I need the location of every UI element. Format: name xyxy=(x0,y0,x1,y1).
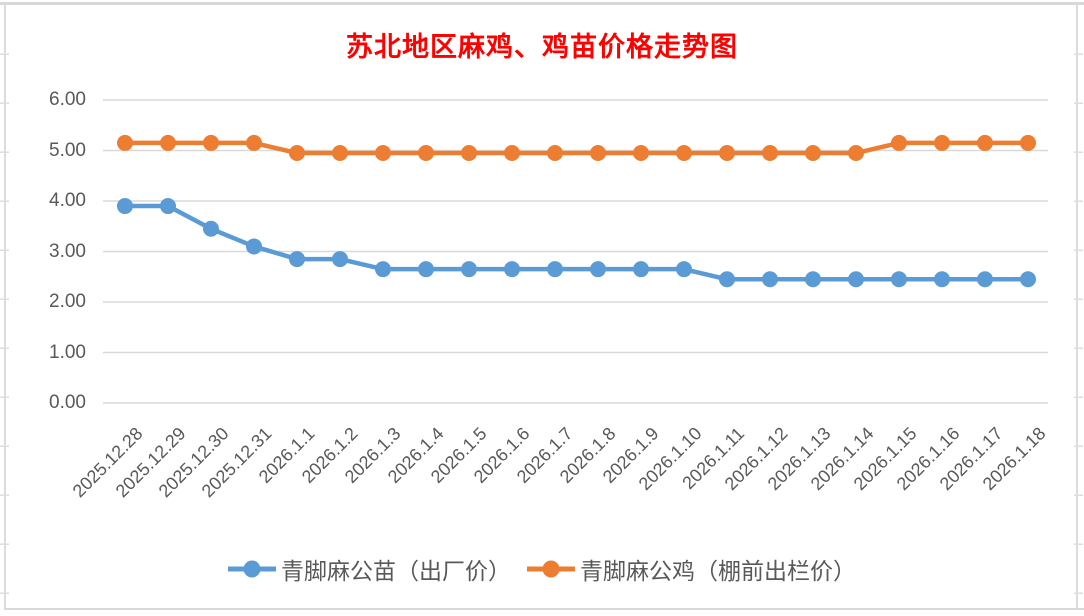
data-point xyxy=(418,145,434,162)
data-point xyxy=(504,261,520,278)
y-axis-label: 1.00 xyxy=(49,341,86,363)
data-point xyxy=(1020,271,1036,288)
data-point xyxy=(805,271,821,288)
data-point xyxy=(977,134,993,151)
y-axis-label: 5.00 xyxy=(49,139,86,161)
data-point xyxy=(289,251,305,268)
data-point xyxy=(934,134,950,151)
data-point xyxy=(117,134,133,151)
chart-title: 苏北地区麻鸡、鸡苗价格走势图 xyxy=(346,32,738,62)
data-point xyxy=(1020,134,1036,151)
legend-item-chick-price: 青脚麻公苗（出厂价） xyxy=(228,552,511,586)
data-point xyxy=(977,271,993,288)
data-point xyxy=(676,145,692,162)
data-point xyxy=(805,145,821,162)
data-point xyxy=(246,238,262,255)
legend-line-marker-icon xyxy=(527,560,575,578)
data-point xyxy=(203,134,219,151)
data-point xyxy=(590,145,606,162)
data-point xyxy=(590,261,606,278)
data-point xyxy=(160,198,176,215)
spreadsheet-row-ticks-right xyxy=(1074,6,1083,603)
y-axis-label: 2.00 xyxy=(49,291,86,312)
y-axis-label: 4.00 xyxy=(49,190,86,211)
data-point xyxy=(891,271,907,288)
data-point xyxy=(461,261,477,278)
data-point xyxy=(289,145,305,162)
chart-border-top xyxy=(0,2,1084,5)
legend-item-chicken-price: 青脚麻公鸡（棚前出栏价） xyxy=(527,552,856,586)
y-axis-label: 6.00 xyxy=(49,89,86,110)
data-point xyxy=(203,220,219,237)
data-point xyxy=(719,271,735,288)
legend-label: 青脚麻公苗（出厂价） xyxy=(281,558,511,584)
data-point xyxy=(117,198,133,215)
data-point xyxy=(719,145,735,162)
data-point xyxy=(375,145,391,162)
legend: 青脚麻公苗（出厂价） 青脚麻公鸡（棚前出栏价） xyxy=(0,552,1084,586)
spreadsheet-row-ticks-left xyxy=(0,6,9,603)
data-point xyxy=(332,145,348,162)
data-point xyxy=(547,145,563,162)
data-point xyxy=(504,145,520,162)
data-point xyxy=(633,145,649,162)
series-line-0 xyxy=(125,203,1028,282)
legend-label: 青脚麻公鸡（棚前出栏价） xyxy=(580,558,856,584)
data-point xyxy=(891,134,907,151)
data-point xyxy=(246,134,262,151)
data-point xyxy=(461,145,477,162)
y-axis-label: 0.00 xyxy=(49,392,86,413)
data-point xyxy=(160,134,176,151)
series-line-1 xyxy=(125,140,1028,156)
y-axis-label: 3.00 xyxy=(49,240,86,262)
data-point xyxy=(418,261,434,278)
data-point xyxy=(934,271,950,288)
data-point xyxy=(762,271,778,288)
legend-line-marker-icon xyxy=(228,560,276,578)
data-point xyxy=(375,261,391,278)
data-point xyxy=(633,261,649,278)
data-point xyxy=(332,251,348,268)
data-point xyxy=(676,261,692,278)
data-point xyxy=(848,145,864,162)
data-point xyxy=(762,145,778,162)
data-point xyxy=(547,261,563,278)
data-point xyxy=(848,271,864,288)
chart-border-bottom xyxy=(4,608,1084,610)
